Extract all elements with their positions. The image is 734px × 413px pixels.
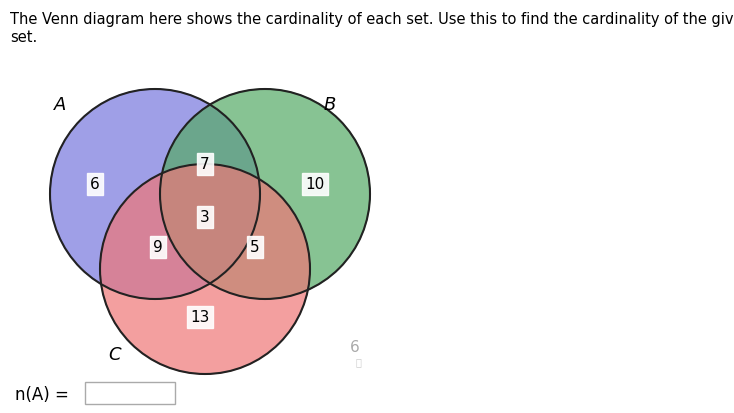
Text: set.: set. bbox=[10, 30, 37, 45]
Text: 6: 6 bbox=[90, 177, 100, 192]
Text: 7: 7 bbox=[200, 157, 210, 172]
FancyBboxPatch shape bbox=[85, 382, 175, 404]
Text: 3: 3 bbox=[200, 210, 210, 225]
Text: 🔍: 🔍 bbox=[355, 356, 361, 366]
Text: n(A) =: n(A) = bbox=[15, 385, 69, 403]
Text: 13: 13 bbox=[190, 310, 210, 325]
Text: B: B bbox=[324, 96, 336, 114]
Circle shape bbox=[50, 90, 260, 299]
Text: 9: 9 bbox=[153, 240, 163, 255]
Circle shape bbox=[100, 165, 310, 374]
Text: 10: 10 bbox=[305, 177, 324, 192]
Circle shape bbox=[160, 90, 370, 299]
Text: A: A bbox=[54, 96, 66, 114]
Text: The Venn diagram here shows the cardinality of each set. Use this to find the ca: The Venn diagram here shows the cardinal… bbox=[10, 12, 734, 27]
Text: 6: 6 bbox=[350, 339, 360, 355]
Text: 5: 5 bbox=[250, 240, 260, 255]
Text: C: C bbox=[109, 345, 121, 363]
